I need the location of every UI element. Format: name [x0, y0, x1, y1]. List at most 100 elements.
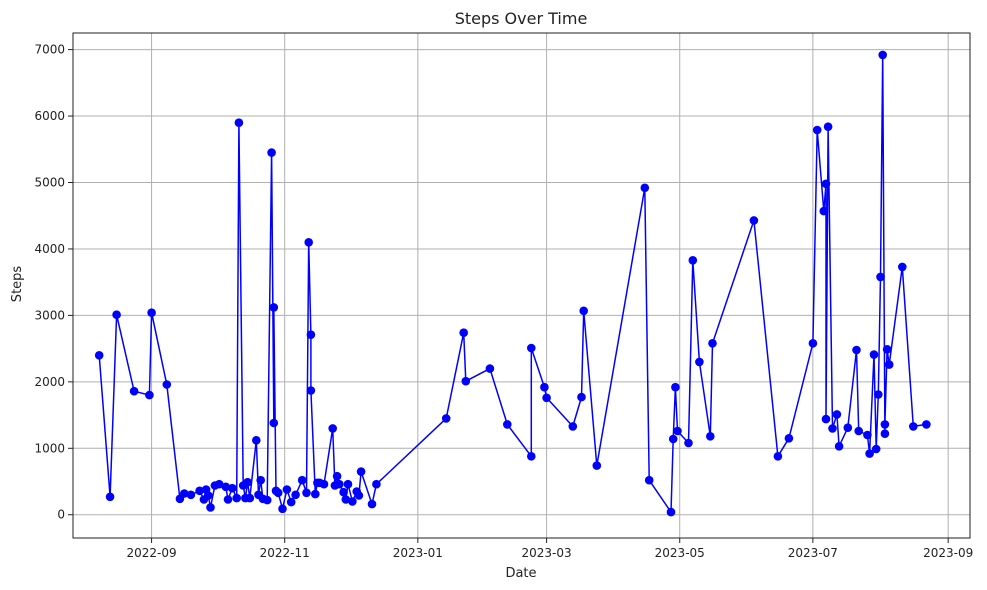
data-point-0 — [94, 351, 104, 360]
data-point-107 — [878, 50, 887, 60]
data-point-74 — [592, 461, 602, 470]
data-point-20 — [232, 493, 241, 503]
data-point-78 — [668, 434, 678, 444]
data-point-28 — [256, 475, 266, 485]
data-point-82 — [688, 255, 698, 265]
data-point-56 — [348, 497, 357, 506]
x-tick-label-2: 2023-01 — [393, 546, 443, 560]
plot-frame — [72, 32, 971, 539]
data-point-44 — [306, 386, 316, 395]
data-point-51 — [332, 471, 342, 481]
data-point-69 — [540, 382, 549, 392]
data-point-35 — [273, 488, 283, 498]
data-point-62 — [441, 414, 451, 423]
data-point-71 — [568, 422, 578, 431]
data-point-94 — [823, 122, 833, 131]
x-tick-label-3: 2023-03 — [522, 546, 572, 560]
y-tick-label-7: 7000 — [34, 43, 65, 57]
x-tick-label-1: 2022-11 — [260, 546, 310, 560]
data-point-9 — [186, 490, 196, 500]
data-point-72 — [577, 392, 586, 402]
data-point-108 — [880, 429, 890, 439]
x-tick-label-0: 2022-09 — [126, 546, 176, 560]
data-point-63 — [459, 328, 469, 338]
data-point-87 — [773, 452, 783, 461]
data-point-81 — [684, 438, 693, 448]
y-tick-label-0: 0 — [57, 508, 65, 522]
data-point-39 — [291, 490, 300, 500]
y-tick-label-5: 5000 — [34, 176, 65, 190]
data-point-85 — [708, 339, 717, 348]
data-point-100 — [854, 426, 863, 436]
data-point-90 — [812, 125, 822, 135]
data-point-42 — [304, 238, 314, 247]
data-point-114 — [922, 420, 931, 429]
data-point-10 — [195, 486, 204, 496]
data-point-6 — [162, 380, 172, 389]
data-point-24 — [243, 477, 252, 487]
data-point-98 — [843, 423, 853, 433]
data-point-68 — [527, 343, 536, 353]
series-steps — [94, 50, 931, 517]
data-point-88 — [784, 434, 794, 443]
data-point-16 — [214, 479, 224, 489]
data-point-99 — [852, 345, 861, 355]
data-point-45 — [311, 489, 320, 499]
data-point-92 — [821, 179, 831, 189]
data-point-58 — [354, 491, 364, 500]
data-point-60 — [367, 499, 377, 509]
data-point-80 — [673, 426, 682, 436]
data-point-110 — [882, 345, 892, 354]
y-tick-label-3: 3000 — [34, 308, 65, 322]
data-point-91 — [819, 206, 829, 216]
data-point-55 — [343, 479, 353, 489]
data-point-4 — [145, 390, 154, 400]
chart-title: Steps Over Time — [455, 9, 588, 28]
data-point-3 — [129, 386, 139, 396]
data-point-103 — [869, 350, 879, 359]
data-point-101 — [863, 430, 872, 440]
data-point-26 — [251, 436, 261, 445]
data-point-64 — [461, 376, 471, 386]
data-point-40 — [297, 475, 307, 485]
data-point-106 — [876, 272, 885, 282]
data-point-76 — [644, 475, 654, 485]
y-tick-label-2: 2000 — [34, 375, 65, 389]
data-point-33 — [269, 303, 279, 312]
data-point-75 — [640, 183, 650, 193]
data-point-31 — [267, 148, 276, 157]
x-tick-label-4: 2023-05 — [655, 546, 705, 560]
data-point-86 — [749, 216, 759, 225]
data-point-43 — [306, 330, 316, 340]
data-point-37 — [282, 485, 292, 494]
data-point-17 — [221, 482, 231, 492]
y-tick-label-6: 6000 — [34, 109, 65, 123]
data-point-105 — [874, 390, 883, 399]
y-tick-label-4: 4000 — [34, 242, 65, 256]
data-point-21 — [234, 118, 244, 127]
data-point-95 — [828, 424, 837, 433]
data-point-5 — [147, 308, 156, 318]
data-point-61 — [372, 479, 381, 489]
data-point-66 — [503, 420, 512, 429]
data-point-65 — [485, 364, 495, 373]
data-point-1 — [105, 492, 115, 502]
data-point-36 — [278, 504, 287, 514]
data-point-111 — [884, 360, 894, 369]
data-point-13 — [204, 491, 213, 500]
data-point-38 — [286, 497, 296, 507]
x-axis-title: Date — [505, 566, 536, 581]
data-point-73 — [579, 306, 588, 316]
data-point-25 — [245, 493, 255, 503]
x-tick-label-5: 2023-07 — [788, 546, 838, 560]
data-point-32 — [269, 418, 279, 428]
y-tick-label-1: 1000 — [34, 441, 65, 455]
data-point-19 — [228, 483, 237, 493]
data-point-112 — [898, 262, 907, 272]
data-point-97 — [834, 442, 844, 451]
data-point-104 — [871, 444, 881, 454]
data-point-52 — [335, 479, 344, 489]
data-point-96 — [832, 410, 842, 419]
data-point-54 — [341, 495, 351, 504]
